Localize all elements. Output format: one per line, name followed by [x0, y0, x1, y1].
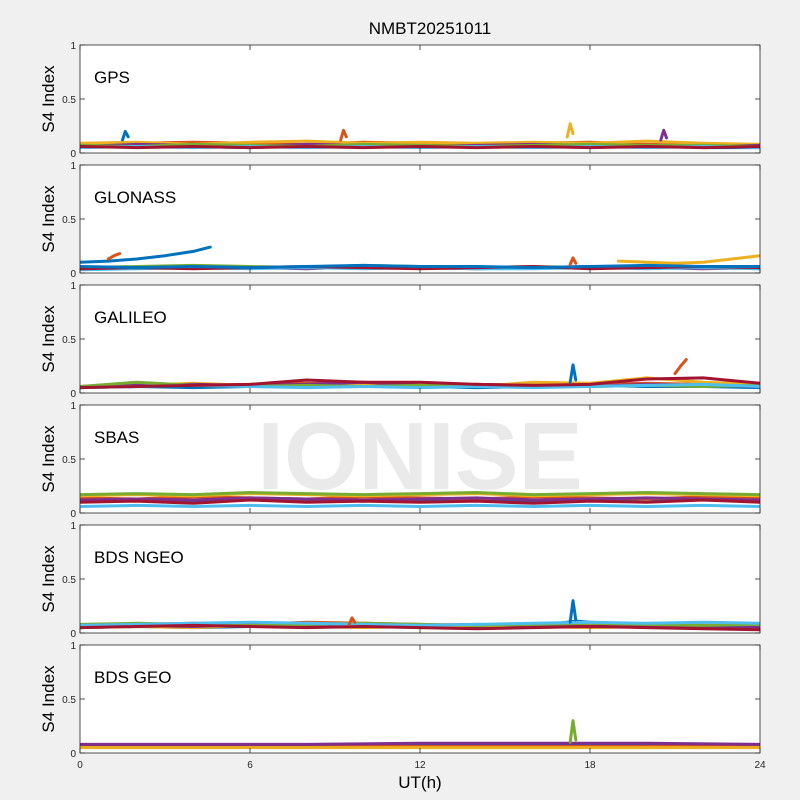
y-tick-label: 0	[70, 269, 76, 280]
panel-gps: 0 0.5 1 GPS S4 Index	[39, 41, 761, 160]
series-group	[80, 358, 760, 390]
series-line	[80, 491, 760, 497]
series-group	[80, 599, 760, 632]
x-axis-label: UT(h)	[398, 773, 441, 792]
y-axis-label: S4 Index	[39, 305, 58, 373]
series-group	[80, 719, 760, 750]
panel-glonass: 0 0.5 1 GLONASS S4 Index	[39, 161, 761, 280]
y-tick-label: 0.5	[62, 215, 76, 226]
panels-layer: 0 0.5 1 GPS S4 Index 0 0.5 1 GLONASS S4 Index 0 0.5…	[39, 41, 761, 760]
panel-background	[80, 645, 760, 753]
y-tick-label: 1	[70, 281, 76, 292]
panel-label: GLONASS	[94, 188, 176, 207]
y-tick-label: 1	[70, 521, 76, 532]
y-tick-label: 0	[70, 749, 76, 760]
panel-background	[80, 45, 760, 153]
y-tick-label: 0.5	[62, 695, 76, 706]
series-line	[339, 128, 348, 142]
series-line	[568, 719, 578, 744]
panel-label: GPS	[94, 68, 130, 87]
series-line	[80, 496, 760, 502]
panel-bds-geo: 0 0.5 1 BDS GEO S4 Index	[39, 641, 761, 760]
series-line	[659, 128, 668, 142]
series-group	[80, 122, 760, 150]
x-tick-label: 0	[77, 760, 83, 771]
panel-background	[80, 525, 760, 633]
panel-label: BDS NGEO	[94, 548, 184, 567]
series-line	[80, 503, 760, 508]
series-line	[565, 122, 575, 139]
series-line	[80, 263, 760, 270]
chart-title: NMBT20251011	[369, 19, 492, 38]
x-tick-label: 6	[247, 760, 253, 771]
y-tick-label: 0	[70, 389, 76, 400]
y-axis-label: S4 Index	[39, 425, 58, 493]
y-tick-label: 0.5	[62, 95, 76, 106]
series-line	[80, 741, 760, 746]
y-tick-label: 0	[70, 509, 76, 520]
y-axis-label: S4 Index	[39, 65, 58, 133]
series-line	[106, 252, 122, 261]
panel-sbas: 0 0.5 1 SBAS S4 Index	[39, 401, 761, 520]
series-line	[616, 254, 760, 265]
x-tick-label: 24	[754, 760, 766, 771]
series-line	[568, 599, 578, 624]
y-axis-label: S4 Index	[39, 545, 58, 613]
y-tick-label: 1	[70, 401, 76, 412]
series-line	[80, 623, 760, 632]
panel-background	[80, 165, 760, 273]
watermark: IONISE	[257, 403, 582, 510]
y-tick-label: 0	[70, 629, 76, 640]
x-tick-label: 12	[414, 760, 426, 771]
panel-label: GALILEO	[94, 308, 167, 327]
series-line	[80, 245, 212, 264]
series-line	[568, 256, 578, 266]
series-line	[673, 358, 688, 376]
x-tick-label: 18	[584, 760, 596, 771]
series-line	[80, 620, 760, 627]
y-tick-label: 1	[70, 161, 76, 172]
series-line	[121, 129, 130, 142]
panel-label: BDS GEO	[94, 668, 171, 687]
y-tick-label: 0.5	[62, 335, 76, 346]
y-axis-label: S4 Index	[39, 665, 58, 733]
panel-galileo: 0 0.5 1 GALILEO S4 Index	[39, 281, 761, 400]
panel-label: SBAS	[94, 428, 139, 447]
y-tick-label: 0	[70, 149, 76, 160]
y-tick-label: 0.5	[62, 575, 76, 586]
series-line	[80, 145, 760, 150]
series-line	[80, 498, 760, 505]
y-tick-label: 1	[70, 641, 76, 652]
x-tick-labels: 0 6 12 18 24	[77, 760, 766, 771]
y-axis-label: S4 Index	[39, 185, 58, 253]
series-line	[568, 363, 578, 384]
y-tick-label: 1	[70, 41, 76, 52]
panel-bds-ngeo: 0 0.5 1 BDS NGEO S4 Index	[39, 521, 761, 640]
series-line	[347, 616, 357, 626]
series-line	[80, 376, 760, 390]
y-tick-label: 0.5	[62, 455, 76, 466]
panel-background	[80, 285, 760, 393]
series-group	[80, 491, 760, 508]
